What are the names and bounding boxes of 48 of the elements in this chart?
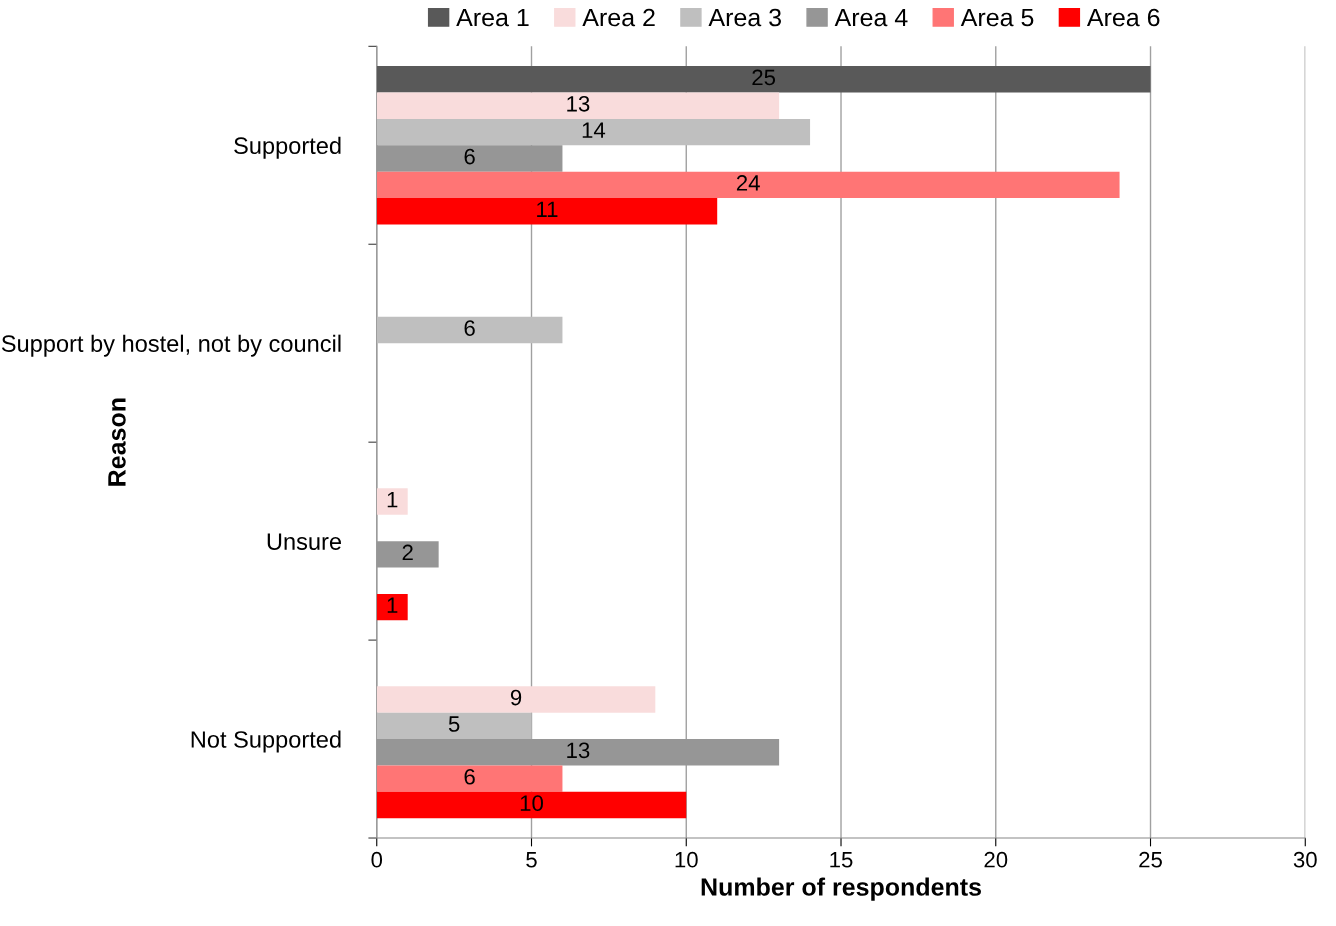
bar [376,541,439,568]
data-label: 1 [387,492,398,508]
legend-label: Area 5 [960,8,1034,27]
data-label: 6 [464,320,475,336]
legend-label: Area 3 [708,8,781,27]
bar [376,118,811,146]
x-tick-label: 30 [1293,851,1317,868]
bar [376,198,718,225]
bar [376,171,1120,199]
bar [376,765,563,792]
x-tick-label: 25 [1139,851,1162,868]
y-tick-label: Not Supported [191,730,341,753]
bar [376,791,687,819]
data-label: 9 [510,689,522,706]
data-label: 1 [387,597,398,613]
y-axis-title: Reason [108,398,126,486]
data-label: 6 [464,768,475,785]
bar [376,316,563,344]
x-tick-label: 5 [526,852,537,868]
data-label: 6 [464,148,475,165]
data-label: 24 [736,175,760,191]
data-label: 10 [520,795,543,812]
bar [376,145,563,172]
data-label: 5 [448,716,460,732]
bar [376,593,408,621]
legend-label: Area 6 [1086,8,1160,27]
data-label: 13 [567,742,590,759]
x-tick-label: 10 [675,851,698,868]
y-tick-label: Support by hostel, not by council [1,334,341,357]
bar [376,66,1151,93]
x-axis-title: Number of respondents [701,877,981,901]
bar [376,488,408,515]
bar [376,92,780,119]
x-tick-label: 20 [984,851,1008,868]
x-tick-label: 0 [371,851,383,868]
legend-label: Area 1 [456,8,529,27]
legend-label: Area 4 [834,8,908,27]
y-tick-label: Supported [234,136,341,159]
bar [376,686,656,713]
bar [376,712,532,740]
data-label: 14 [582,122,606,138]
data-label: 25 [752,69,776,86]
data-label: 13 [567,95,590,112]
y-tick-label: Unsure [267,533,341,550]
legend-label: Area 2 [582,8,655,27]
data-label: 11 [537,201,558,217]
x-tick-label: 15 [830,852,853,868]
data-label: 2 [402,544,413,561]
